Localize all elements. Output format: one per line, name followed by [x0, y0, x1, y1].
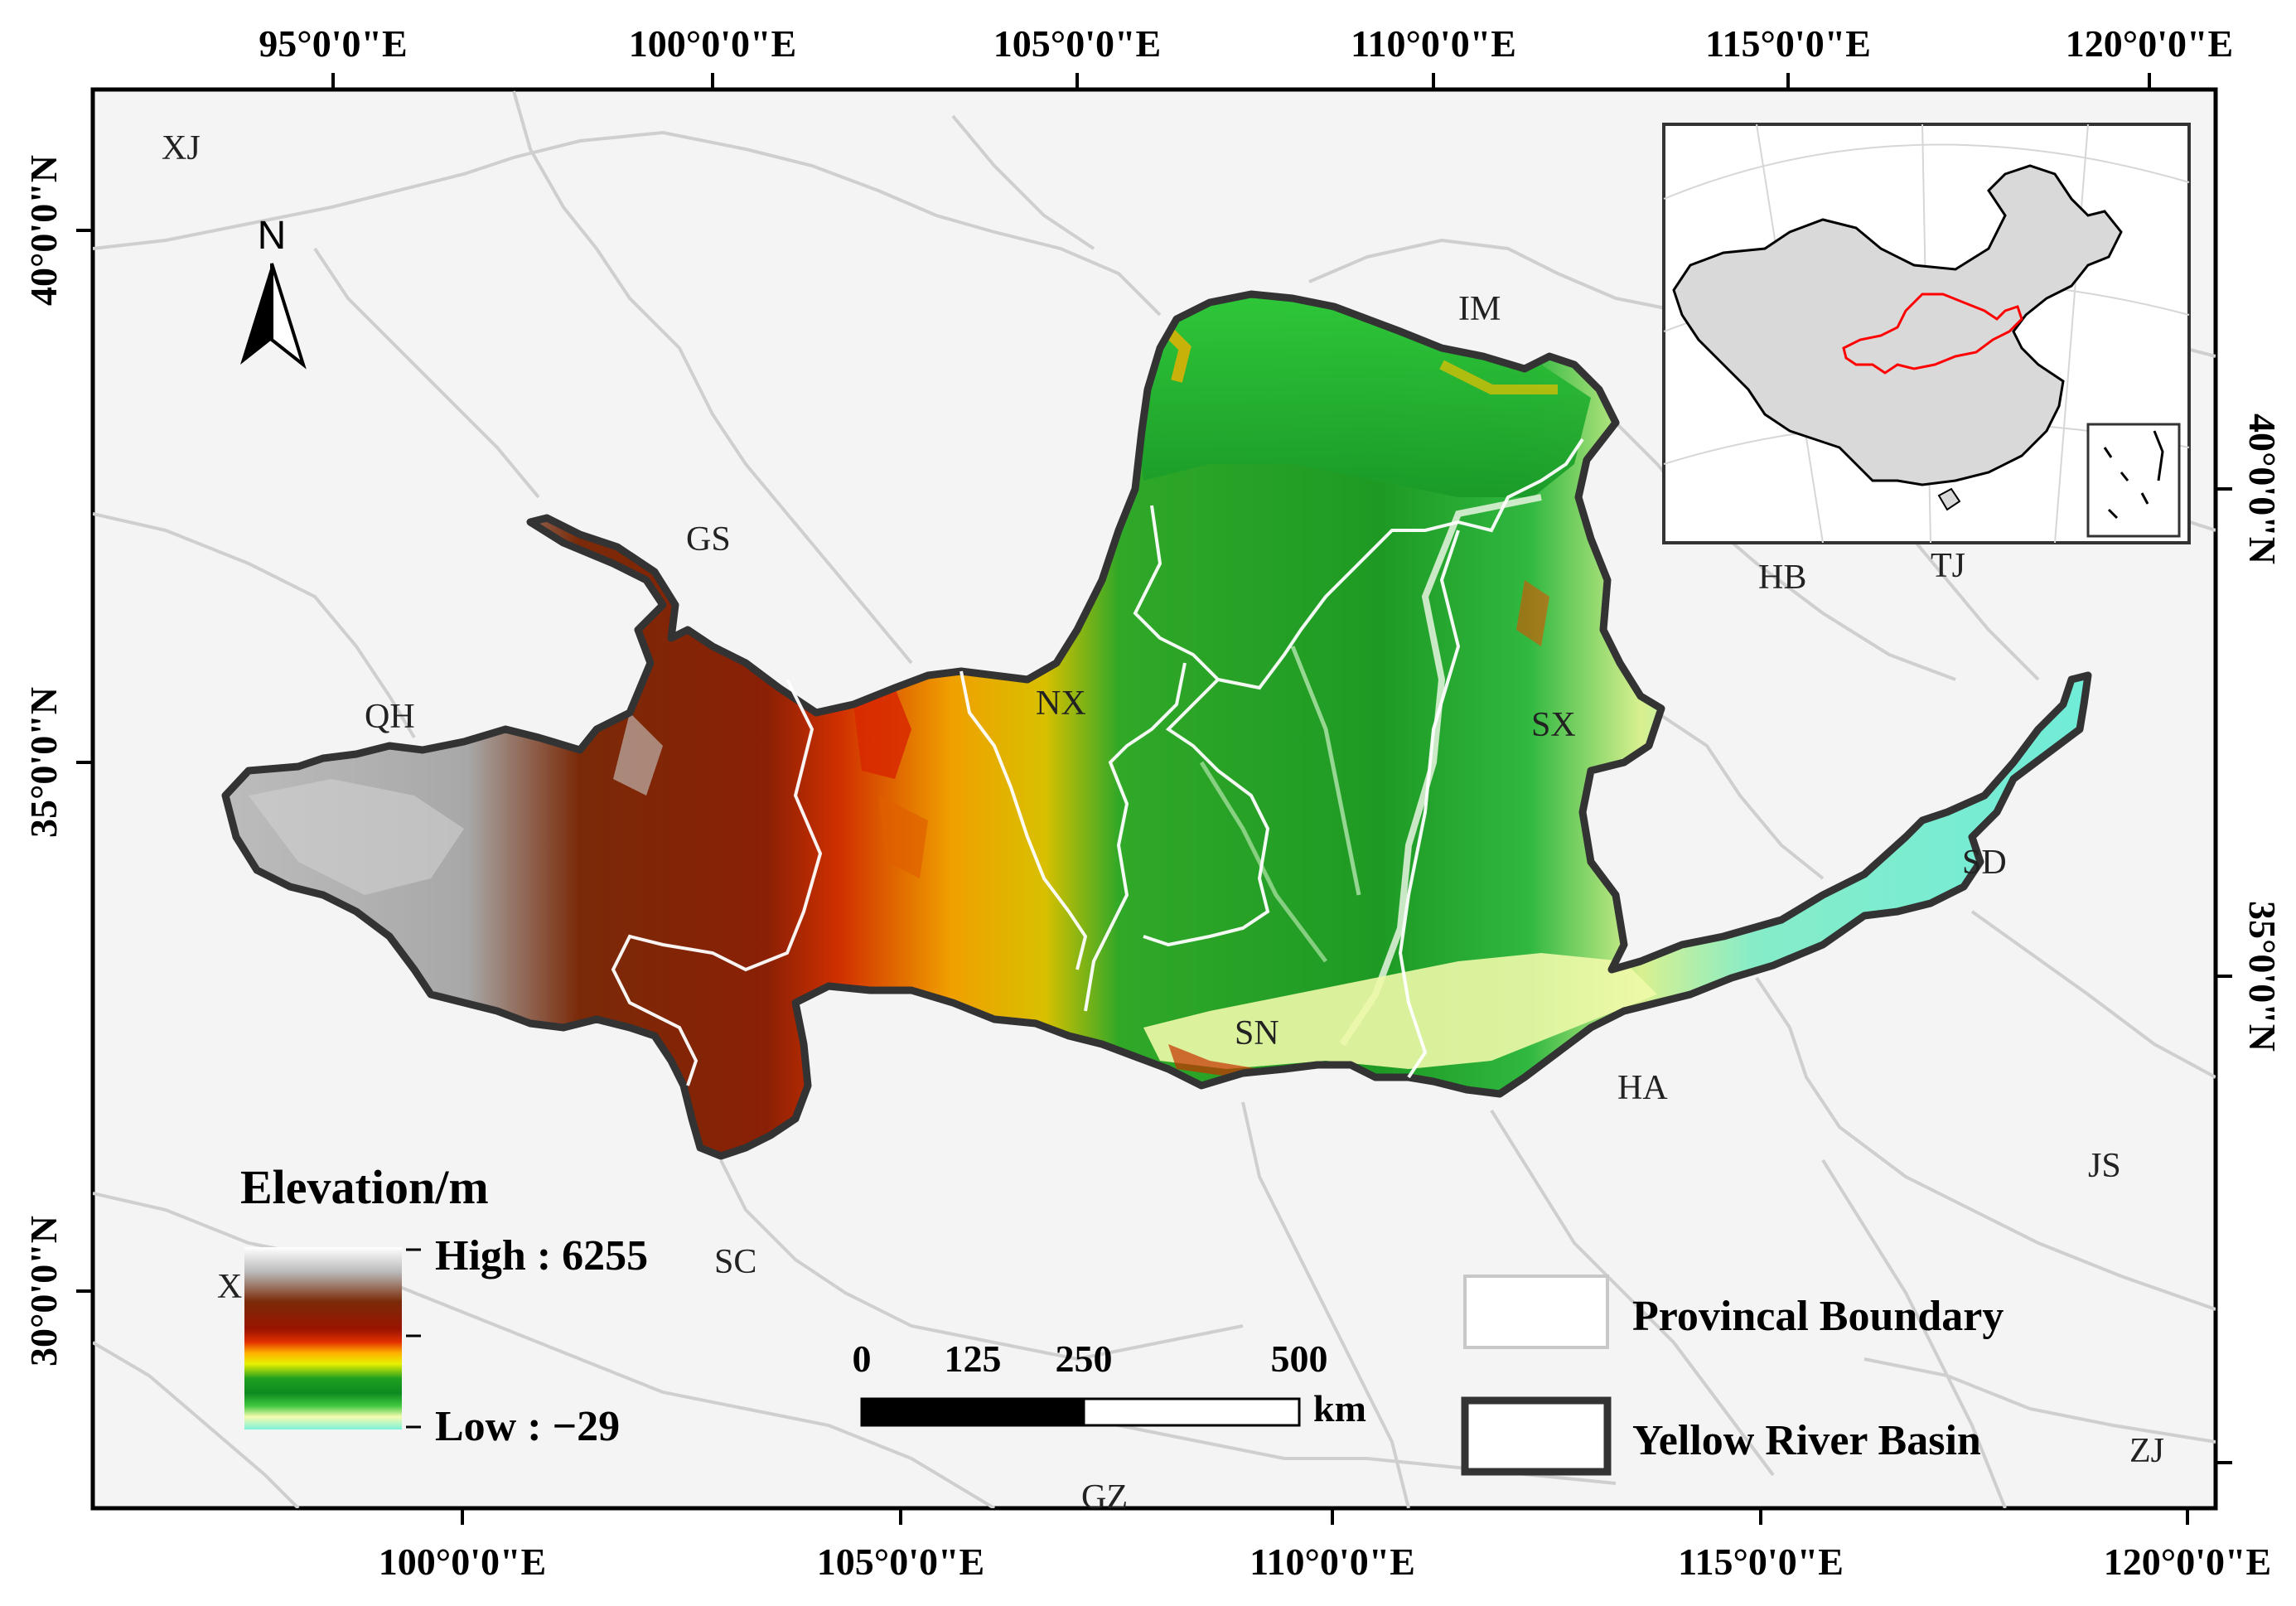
lon-label-top-115: 115°0'0"E	[1705, 22, 1871, 65]
province-label-js: JS	[2088, 1147, 2121, 1185]
boundary-legend: Provincal Boundary Yellow River Basin	[1461, 1275, 2004, 1476]
lat-label-right-40: 40°0'0"N	[2241, 414, 2284, 564]
province-label-tj: TJ	[1931, 547, 1965, 585]
lon-label-top-120: 120°0'0"E	[2066, 22, 2233, 65]
lat-label-left-30: 30°0'0"N	[22, 1216, 65, 1367]
lon-label-bottom-100: 100°0'0"E	[379, 1541, 546, 1583]
province-label-gs: GS	[686, 520, 731, 559]
province-label-nx: NX	[1036, 684, 1086, 723]
province-label-sn: SN	[1235, 1014, 1279, 1052]
bottom-longitude-labels: 100°0'0"E 105°0'0"E 110°0'0"E 115°0'0"E …	[379, 1541, 2271, 1583]
lon-label-top-100: 100°0'0"E	[629, 22, 796, 65]
legend-provincial-label: Provincal Boundary	[1632, 1293, 2004, 1340]
lat-label-left-35: 35°0'0"N	[22, 687, 65, 838]
scale-tick-250: 250	[1056, 1338, 1113, 1380]
scale-tick-125: 125	[945, 1338, 1002, 1380]
elevation-color-ramp	[244, 1247, 402, 1429]
inset-south-china-sea-frame	[2086, 423, 2181, 538]
inset-map	[1662, 123, 2191, 544]
scale-bar-black-segment	[862, 1399, 1084, 1425]
province-label-sc: SC	[714, 1243, 756, 1281]
lon-label-bottom-115: 115°0'0"E	[1678, 1541, 1844, 1583]
inset-basin-outline	[1842, 293, 2023, 375]
scale-tick-500: 500	[1271, 1338, 1328, 1380]
legend-basin-swatch	[1461, 1396, 1612, 1476]
lon-label-top-105: 105°0'0"E	[993, 22, 1161, 65]
province-label-xj: XJ	[162, 129, 201, 167]
lat-label-left-40: 40°0'0"N	[22, 155, 65, 306]
province-label-sd: SD	[1962, 844, 2007, 882]
province-label-hb: HB	[1758, 559, 1806, 597]
elevation-legend-low: Low : −29	[435, 1403, 620, 1450]
lon-label-top-95: 95°0'0"E	[259, 22, 407, 65]
elevation-legend: Elevation/m High : 6255 Low : −29	[240, 1160, 648, 1450]
top-longitude-labels: 95°0'0"E 100°0'0"E 105°0'0"E 110°0'0"E 1…	[259, 22, 2233, 65]
elevation-legend-title: Elevation/m	[240, 1160, 489, 1214]
left-latitude-labels: 40°0'0"N 35°0'0"N 30°0'0"N	[22, 155, 65, 1367]
north-arrow: N	[240, 214, 307, 370]
yellow-river-basin	[225, 294, 2088, 1156]
province-labels: XJ GS QH NX IM SX SN HB TJ SD HA JS SC G…	[162, 129, 2164, 1517]
legend-provincial-swatch	[1463, 1275, 1609, 1349]
legend-basin-label: Yellow River Basin	[1632, 1417, 1981, 1464]
province-label-ha: HA	[1617, 1069, 1668, 1107]
province-label-sx: SX	[1531, 706, 1576, 744]
lon-label-top-110: 110°0'0"E	[1351, 22, 1516, 65]
province-label-qh: QH	[365, 698, 415, 736]
scale-unit: km	[1313, 1387, 1366, 1429]
scale-tick-0: 0	[853, 1338, 872, 1380]
province-label-x-left: X	[217, 1268, 242, 1306]
province-label-gz: GZ	[1081, 1478, 1128, 1517]
graticule-ticks	[76, 73, 2232, 1525]
scale-bar: 0 125 250 500 km	[853, 1338, 1366, 1429]
right-latitude-labels: 40°0'0"N 35°0'0"N	[2241, 414, 2284, 1052]
lon-label-bottom-105: 105°0'0"E	[817, 1541, 984, 1583]
lat-label-right-35: 35°0'0"N	[2241, 901, 2284, 1052]
lon-label-bottom-120: 120°0'0"E	[2104, 1541, 2271, 1583]
north-arrow-icon	[240, 264, 272, 365]
lon-label-bottom-110: 110°0'0"E	[1250, 1541, 1415, 1583]
elevation-legend-high: High : 6255	[435, 1232, 648, 1279]
scale-bar-white-segment	[1082, 1397, 1301, 1427]
province-label-im: IM	[1458, 290, 1501, 328]
basin-province-lines	[611, 438, 1584, 1086]
province-label-zj: ZJ	[2129, 1432, 2164, 1470]
north-arrow-label: N	[258, 214, 287, 258]
